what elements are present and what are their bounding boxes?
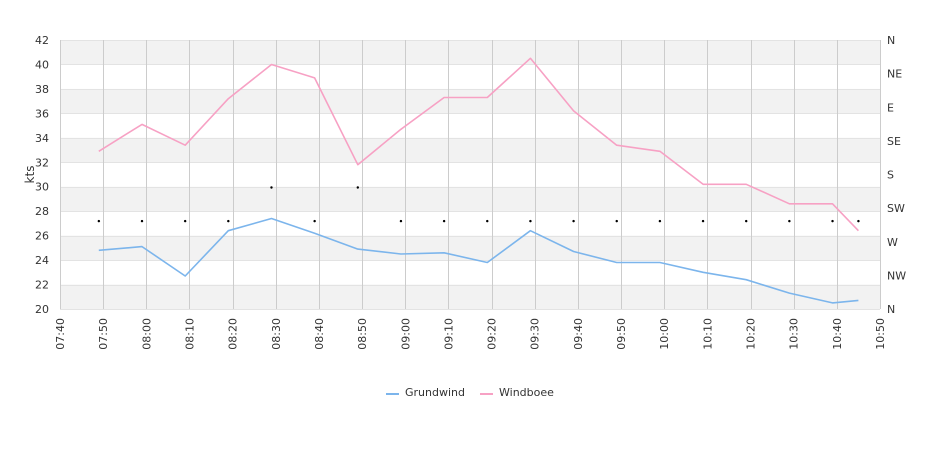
- direction-marker: [313, 219, 316, 223]
- x-tick-label: 10:30: [788, 318, 801, 350]
- plot-band: [60, 235, 880, 261]
- legend[interactable]: Grundwind Windboee: [386, 386, 554, 399]
- plot-band: [60, 186, 880, 212]
- direction-marker: [442, 219, 446, 223]
- direction-tick-label: SW: [887, 202, 905, 215]
- y-tick-label: 36: [35, 107, 49, 120]
- direction-marker: [831, 219, 834, 223]
- y-tick-label: 22: [35, 279, 49, 292]
- direction-markers: [97, 186, 860, 223]
- y-tick-label: 42: [35, 34, 49, 47]
- direction-marker: [658, 219, 662, 223]
- right-axis: N NW W SW S SE E NE N: [887, 34, 906, 316]
- direction-tick-label: W: [887, 236, 898, 249]
- direction-marker: [486, 219, 489, 223]
- direction-tick-label: NE: [887, 68, 902, 81]
- x-tick-label: 08:50: [356, 318, 369, 350]
- x-tick-label: 07:40: [54, 318, 67, 350]
- left-axis: 20 22 24 26 28 30 32 34 36 38 40 42: [35, 34, 49, 316]
- y-tick-label: 24: [35, 254, 49, 267]
- x-tick-label: 09:30: [529, 318, 542, 350]
- grid-lines: [60, 40, 881, 310]
- x-tick-label: 10:40: [831, 318, 844, 350]
- x-tick-label: 07:50: [97, 318, 110, 350]
- y-tick-label: 28: [35, 205, 49, 218]
- y-tick-label: 40: [35, 58, 49, 71]
- direction-marker: [399, 219, 403, 223]
- x-tick-label: 09:20: [486, 318, 499, 350]
- direction-tick-label: NW: [887, 269, 906, 282]
- series-line[interactable]: [98, 57, 859, 232]
- direction-marker: [788, 219, 791, 223]
- x-tick-label: 08:10: [183, 318, 196, 350]
- direction-tick-label: SE: [887, 135, 901, 148]
- direction-tick-label: E: [887, 101, 894, 114]
- x-tick-label: 08:20: [227, 318, 240, 350]
- y-tick-label: 20: [35, 303, 49, 316]
- direction-marker: [701, 219, 705, 223]
- x-tick-label: 08:00: [140, 318, 153, 350]
- series-lines: [98, 57, 859, 304]
- x-tick-label: 08:40: [313, 318, 326, 350]
- legend-item[interactable]: Windboee: [480, 386, 554, 399]
- y-tick-label: 32: [35, 156, 49, 169]
- direction-marker: [615, 219, 618, 223]
- plot-bands: [60, 40, 880, 309]
- direction-marker: [270, 186, 273, 189]
- y-tick-label: 34: [35, 132, 49, 145]
- y-tick-label: 26: [35, 230, 49, 243]
- x-axis: 07:40 07:50 08:00 08:10 08:20 08:30 08:40 08:50…: [54, 318, 887, 350]
- plot-band: [60, 88, 880, 114]
- direction-marker: [572, 219, 575, 223]
- series-line[interactable]: [98, 217, 859, 304]
- direction-tick-label: N: [887, 303, 895, 316]
- x-tick-label: 09:00: [399, 318, 412, 350]
- x-tick-label: 09:10: [442, 318, 455, 350]
- direction-tick-label: S: [887, 169, 894, 182]
- direction-marker: [356, 186, 359, 189]
- y-tick-label: 38: [35, 83, 49, 96]
- x-tick-label: 10:00: [658, 318, 671, 350]
- x-tick-label: 08:30: [270, 318, 283, 350]
- direction-tick-label: N: [887, 34, 895, 47]
- x-tick-label: 09:40: [572, 318, 585, 350]
- direction-marker: [97, 219, 101, 223]
- x-tick-label: 09:50: [615, 318, 628, 350]
- legend-label: Windboee: [499, 386, 554, 399]
- direction-marker: [745, 219, 748, 223]
- direction-marker: [140, 219, 144, 223]
- plot-band: [60, 40, 880, 65]
- direction-marker: [183, 219, 187, 223]
- direction-marker: [529, 219, 532, 223]
- x-tick-label: 10:50: [874, 318, 887, 350]
- y-tick-label: 30: [35, 181, 49, 194]
- y-axis-title: kts: [23, 166, 37, 184]
- legend-label: Grundwind: [405, 386, 465, 399]
- plot-band: [60, 137, 880, 163]
- direction-marker: [857, 219, 860, 223]
- direction-marker: [227, 219, 230, 223]
- legend-item[interactable]: Grundwind: [386, 386, 465, 399]
- x-tick-label: 10:20: [745, 318, 758, 350]
- plot-band: [60, 284, 880, 309]
- x-tick-label: 10:10: [701, 318, 714, 350]
